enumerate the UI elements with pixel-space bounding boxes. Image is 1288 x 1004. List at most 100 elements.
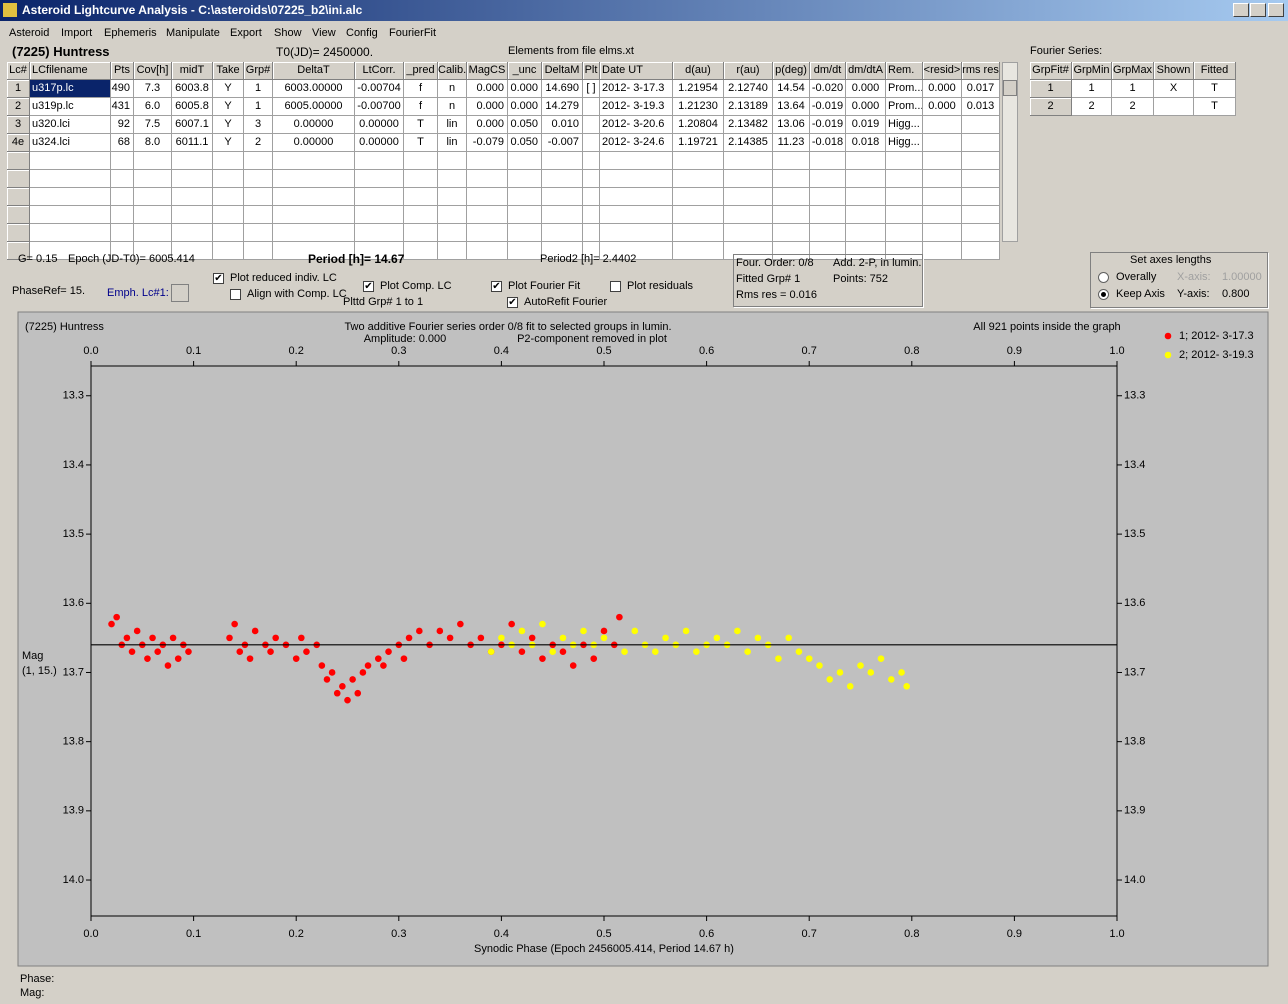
lc-table-cell[interactable]: lin xyxy=(438,134,467,152)
lc-table-cell[interactable]: T xyxy=(404,116,438,134)
lc-table-cell[interactable] xyxy=(134,170,172,188)
lc-table-cell[interactable]: 431 xyxy=(111,98,134,116)
lc-table-header[interactable]: r(au) xyxy=(724,62,773,80)
lc-table-cell[interactable]: 92 xyxy=(111,116,134,134)
lc-table-header[interactable]: d(au) xyxy=(673,62,724,80)
checkbox-label[interactable]: Plot reduced indiv. LC xyxy=(230,272,337,284)
lc-table-cell[interactable]: 1.21954 xyxy=(673,80,724,98)
fourier-table-cell[interactable]: 1 xyxy=(1112,80,1154,98)
lc-table-cell[interactable]: 2.12740 xyxy=(724,80,773,98)
lc-table-cell[interactable] xyxy=(846,242,886,260)
scroll-thumb[interactable] xyxy=(1003,80,1017,96)
lc-table-cell[interactable] xyxy=(134,152,172,170)
radio[interactable] xyxy=(1098,289,1109,300)
lc-table-cell[interactable]: 1.20804 xyxy=(673,116,724,134)
lc-table-cell[interactable] xyxy=(172,224,213,242)
lc-table-cell[interactable]: 0.000 xyxy=(846,98,886,116)
table-scrollbar[interactable] xyxy=(1002,62,1018,242)
lc-table-cell[interactable] xyxy=(467,170,508,188)
lc-table-header[interactable]: <resid> xyxy=(923,62,962,80)
lc-table-header[interactable]: Date UT xyxy=(600,62,673,80)
lc-table-cell[interactable] xyxy=(355,242,404,260)
menu-item[interactable]: View xyxy=(312,27,336,39)
checkbox[interactable]: ✔ xyxy=(363,281,374,292)
lc-table-cell[interactable] xyxy=(600,188,673,206)
lc-table-cell[interactable] xyxy=(583,116,600,134)
lc-table-header[interactable]: Rem. xyxy=(886,62,923,80)
lc-table-cell[interactable] xyxy=(600,170,673,188)
lc-table-cell[interactable]: 14.690 xyxy=(542,80,583,98)
lc-table-cell[interactable] xyxy=(508,152,542,170)
lc-table-cell[interactable] xyxy=(886,206,923,224)
fourier-table-cell[interactable]: 2 xyxy=(1112,98,1154,116)
lc-table-cell[interactable] xyxy=(773,170,810,188)
lc-table-cell[interactable] xyxy=(846,206,886,224)
lc-table-cell[interactable] xyxy=(467,224,508,242)
lc-table-cell[interactable]: 0.000 xyxy=(923,80,962,98)
lc-table-cell[interactable] xyxy=(583,170,600,188)
menu-item[interactable]: Config xyxy=(346,27,378,39)
lc-table-cell[interactable] xyxy=(846,152,886,170)
lc-table-cell[interactable] xyxy=(886,152,923,170)
lc-table-cell[interactable] xyxy=(438,206,467,224)
lc-table-cell[interactable] xyxy=(111,242,134,260)
lc-table-cell[interactable]: f xyxy=(404,98,438,116)
lc-table-cell[interactable]: 0.000 xyxy=(467,116,508,134)
lc-table-cell[interactable] xyxy=(438,170,467,188)
lc-table-header[interactable]: Lc# xyxy=(7,62,30,80)
radio-label[interactable]: Overally xyxy=(1116,271,1157,283)
lc-table-cell[interactable]: -0.018 xyxy=(810,134,846,152)
lc-table-cell[interactable]: Prom... xyxy=(886,80,923,98)
lc-table-cell[interactable] xyxy=(134,206,172,224)
lc-table-cell[interactable] xyxy=(355,170,404,188)
lc-table-cell[interactable] xyxy=(134,224,172,242)
lc-table-cell[interactable] xyxy=(583,206,600,224)
checkbox[interactable] xyxy=(230,289,241,300)
lc-table-cell[interactable]: -0.019 xyxy=(810,116,846,134)
lc-table-cell[interactable]: -0.019 xyxy=(810,98,846,116)
lc-table-cell[interactable] xyxy=(355,206,404,224)
lc-table-cell[interactable] xyxy=(7,170,30,188)
lc-table-cell[interactable]: 2.13189 xyxy=(724,98,773,116)
lc-table-cell[interactable]: -0.00704 xyxy=(355,80,404,98)
lc-table-cell[interactable] xyxy=(508,242,542,260)
lc-table-cell[interactable]: 1.21230 xyxy=(673,98,724,116)
checkbox-label[interactable]: AutoRefit Fourier xyxy=(524,296,608,308)
lc-table-cell[interactable] xyxy=(7,152,30,170)
lc-table-header[interactable]: dm/dt xyxy=(810,62,846,80)
lc-table-cell[interactable]: 0.050 xyxy=(508,116,542,134)
lc-table-cell[interactable] xyxy=(962,206,1000,224)
lc-table-cell[interactable] xyxy=(773,224,810,242)
fourier-table-cell[interactable]: T xyxy=(1194,98,1236,116)
lc-table-cell[interactable] xyxy=(213,224,244,242)
lc-table-cell[interactable] xyxy=(923,152,962,170)
lc-table-header[interactable]: p(deg) xyxy=(773,62,810,80)
lc-table-cell[interactable] xyxy=(673,170,724,188)
menu-item[interactable]: Manipulate xyxy=(166,27,220,39)
lc-table-cell[interactable] xyxy=(886,242,923,260)
lc-table-cell[interactable] xyxy=(542,188,583,206)
lc-table-cell[interactable]: 0.00000 xyxy=(273,116,355,134)
lc-table-cell[interactable]: 490 xyxy=(111,80,134,98)
lc-table-cell[interactable] xyxy=(355,188,404,206)
lc-table-cell[interactable]: Y xyxy=(213,98,244,116)
lc-table-cell[interactable]: 0.000 xyxy=(923,98,962,116)
lc-table-cell[interactable] xyxy=(111,188,134,206)
lc-table-cell[interactable] xyxy=(724,206,773,224)
lc-table-header[interactable]: MagCS xyxy=(467,62,508,80)
checkbox[interactable] xyxy=(610,281,621,292)
checkbox-label[interactable]: Plot Comp. LC xyxy=(380,280,452,292)
lc-table-cell[interactable]: 6005.8 xyxy=(172,98,213,116)
lc-table-cell[interactable]: u317p.lc xyxy=(30,80,111,98)
lc-table-cell[interactable] xyxy=(810,206,846,224)
fourier-table-header[interactable]: GrpFit# xyxy=(1030,62,1072,80)
lc-table-cell[interactable] xyxy=(404,188,438,206)
lc-table-cell[interactable] xyxy=(244,170,273,188)
lc-table-cell[interactable] xyxy=(273,170,355,188)
lc-table-cell[interactable] xyxy=(810,170,846,188)
lc-table-cell[interactable] xyxy=(111,152,134,170)
lc-table-cell[interactable] xyxy=(886,188,923,206)
lc-table-cell[interactable] xyxy=(600,152,673,170)
lc-table-cell[interactable]: 0.000 xyxy=(508,80,542,98)
lc-table-cell[interactable] xyxy=(30,170,111,188)
